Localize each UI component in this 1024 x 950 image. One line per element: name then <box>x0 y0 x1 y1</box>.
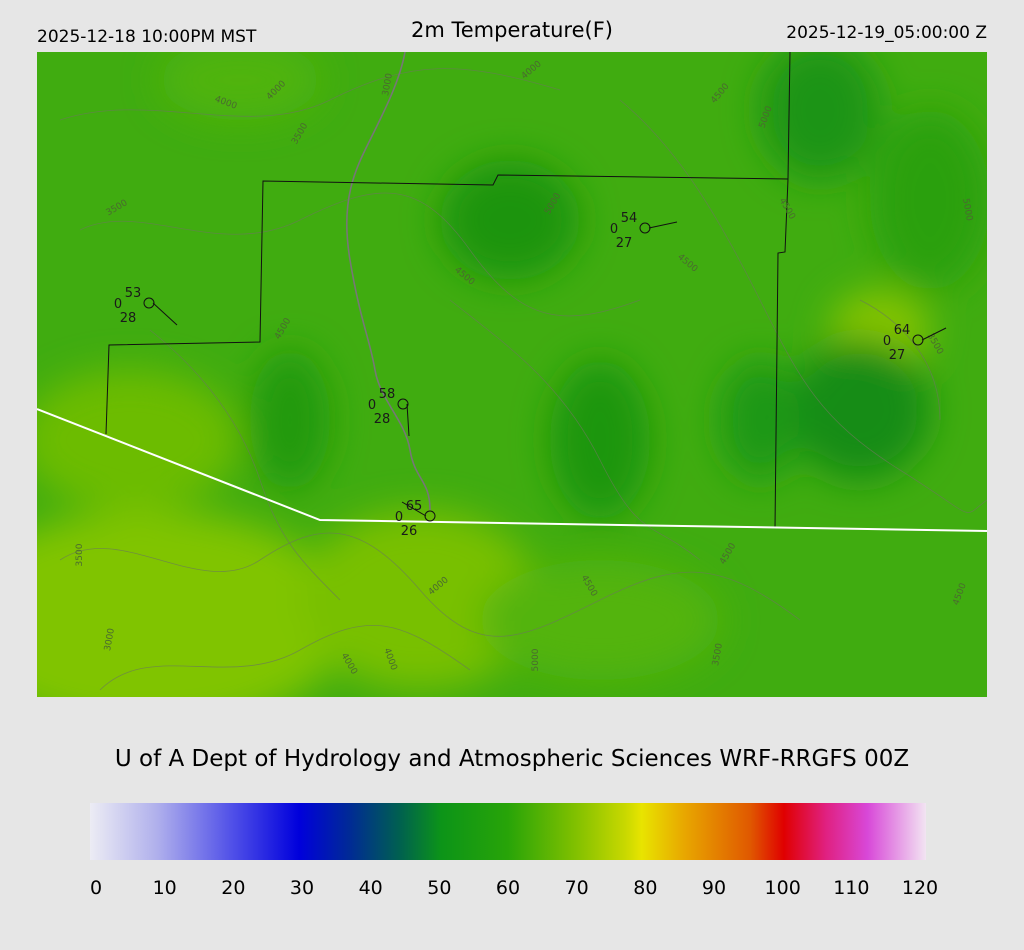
colorbar-tick-label: 100 <box>765 877 801 899</box>
station-temp: 65 <box>406 499 423 514</box>
contour-label: 3000 <box>381 72 395 97</box>
station-dew: 28 <box>120 311 137 326</box>
contour-label: 3500 <box>711 642 725 667</box>
header-right: 2025-12-19_05:00:00 Z <box>786 23 987 43</box>
station-dew: 27 <box>889 348 906 363</box>
colorbar-tick-label: 50 <box>427 877 451 899</box>
station-dew: 26 <box>401 524 418 539</box>
contour-label: 5000 <box>531 648 541 671</box>
footer-credit: U of A Dept of Hydrology and Atmospheric… <box>115 746 909 772</box>
colorbar-ticks: 0 10 20 30 40 50 60 70 80 90 100 110 120 <box>90 877 938 899</box>
colorbar-tick-label: 110 <box>833 877 869 899</box>
station-temp: 58 <box>379 387 396 402</box>
station-code: 0 <box>610 222 618 237</box>
wind-barb <box>921 327 947 341</box>
map-area: 3000400040004000350045003500450030003500… <box>37 52 987 697</box>
wind-barb <box>401 501 427 517</box>
header-left: 2025-12-18 10:00PM MST <box>37 27 257 47</box>
elevation-contours <box>59 68 987 691</box>
station-code: 0 <box>368 398 376 413</box>
contour-label: 3000 <box>103 627 117 652</box>
station-code: 0 <box>395 510 403 525</box>
colorbar-tick-label: 40 <box>359 877 383 899</box>
county-borders <box>105 52 791 529</box>
colorbar-tick-label: 90 <box>702 877 726 899</box>
wind-barb <box>152 302 178 326</box>
colorbar-tick-label: 30 <box>290 877 314 899</box>
colorbar-tick-label: 70 <box>565 877 589 899</box>
road <box>345 52 431 511</box>
colorbar-tick-label: 120 <box>902 877 938 899</box>
contour-label: 3500 <box>75 543 85 566</box>
temperature-field <box>37 52 987 697</box>
station-temp: 64 <box>894 323 911 338</box>
station-circle <box>143 297 155 309</box>
station-circle <box>424 510 436 522</box>
station-temp: 54 <box>621 211 638 226</box>
colorbar-tick-label: 60 <box>496 877 520 899</box>
colorbar-tick-label: 20 <box>221 877 245 899</box>
station-code: 0 <box>883 334 891 349</box>
state-border <box>37 408 987 532</box>
station-code: 0 <box>114 297 122 312</box>
station-dew: 27 <box>616 236 633 251</box>
contour-label: 5000 <box>960 198 974 223</box>
station-temp: 53 <box>125 286 142 301</box>
wind-barb <box>648 221 678 229</box>
colorbar-tick-label: 0 <box>90 877 102 899</box>
colorbar-tick-label: 10 <box>153 877 177 899</box>
station-dew: 28 <box>374 412 391 427</box>
wind-barb <box>406 403 410 437</box>
colorbar <box>90 803 926 860</box>
map-title: 2m Temperature(F) <box>411 18 613 42</box>
colorbar-tick-label: 80 <box>633 877 657 899</box>
station-circle <box>397 398 409 410</box>
